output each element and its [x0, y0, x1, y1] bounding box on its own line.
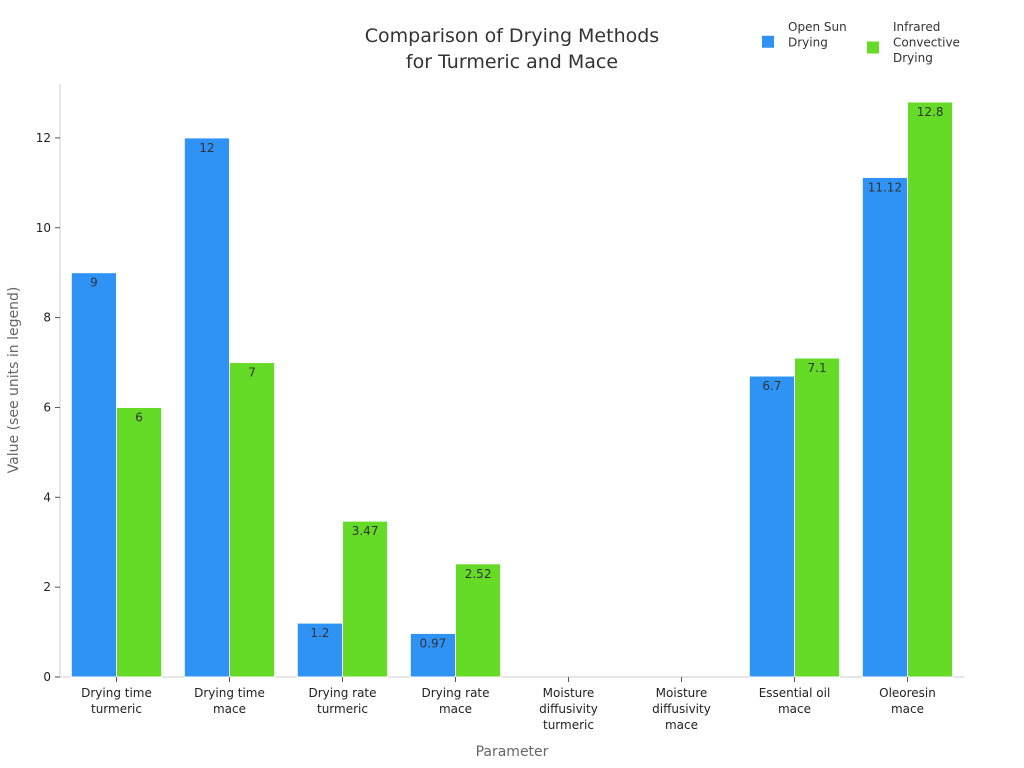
x-tick-label: mace [778, 702, 811, 716]
x-tick-label: Moisture [543, 686, 595, 700]
chart-title: Comparison of Drying Methods for Turmeric… [365, 25, 659, 73]
data-label: 12.8 [917, 105, 944, 119]
x-tick-label: mace [439, 702, 472, 716]
x-tick-label: diffusivity [652, 702, 711, 716]
x-tick-label: Drying time [194, 686, 265, 700]
x-tick-label: Oleoresin [879, 686, 936, 700]
legend-swatch [867, 41, 879, 54]
bar [70, 272, 118, 678]
data-label: 3.47 [352, 524, 379, 538]
x-tick-label: diffusivity [539, 702, 598, 716]
data-label: 7.1 [808, 361, 827, 375]
x-tick-label: turmeric [91, 702, 142, 716]
data-label: 11.12 [868, 180, 902, 194]
bar [116, 406, 163, 678]
x-tick-label: Drying rate [308, 686, 376, 700]
y-axis-label: Value (see units in legend) [6, 287, 22, 474]
legend-swatch [762, 35, 774, 48]
y-tick-label: 0 [43, 670, 51, 684]
y-tick-label: 12 [36, 131, 51, 145]
x-tick-label: mace [665, 718, 698, 732]
legend-label: Infrared [893, 20, 940, 34]
x-tick-label: Drying rate [421, 686, 489, 700]
data-label: 2.52 [465, 567, 492, 581]
legend-label: Drying [788, 36, 828, 50]
bar [455, 563, 502, 678]
bar [907, 101, 954, 678]
data-labels: 9 6 12 7 1.2 3.47 0.97 2.52 6.7 7.1 11.12 12.8 [90, 105, 943, 650]
bar [229, 362, 276, 678]
y-tick-label: 8 [43, 311, 51, 325]
legend-label: Open Sun [788, 20, 847, 34]
x-tick-label: Essential oil [759, 686, 831, 700]
x-tick-label: mace [213, 702, 246, 716]
bar [183, 137, 231, 678]
x-tick-label: turmeric [317, 702, 368, 716]
legend-label: Convective [893, 36, 960, 50]
bar [861, 176, 908, 678]
data-label: 12 [199, 141, 214, 155]
x-tick-label: Moisture [656, 686, 708, 700]
bar [342, 520, 389, 678]
chart-title-line: Comparison of Drying Methods [365, 25, 659, 47]
data-label: 0.97 [420, 636, 447, 650]
x-axis-label: Parameter [476, 744, 549, 760]
data-label: 6.7 [762, 379, 781, 393]
bar [794, 357, 841, 678]
y-tick-label: 6 [43, 400, 51, 414]
legend-label: Drying [893, 51, 933, 65]
x-tick-label: turmeric [543, 718, 594, 732]
data-label: 6 [135, 410, 143, 424]
bars [70, 101, 954, 678]
y-tick-label: 2 [43, 580, 51, 594]
bar [748, 375, 795, 678]
x-tick-label: mace [891, 702, 924, 716]
y-tick-label: 4 [43, 490, 51, 504]
data-label: 9 [90, 276, 98, 290]
data-label: 1.2 [310, 626, 329, 640]
data-label: 7 [248, 366, 256, 380]
y-tick-label: 10 [36, 221, 51, 235]
x-tick-label: Drying time [81, 686, 152, 700]
category-labels: Drying time turmeric Drying time mace Drying… [81, 677, 936, 732]
chart-title-line: for Turmeric and Mace [406, 51, 618, 73]
